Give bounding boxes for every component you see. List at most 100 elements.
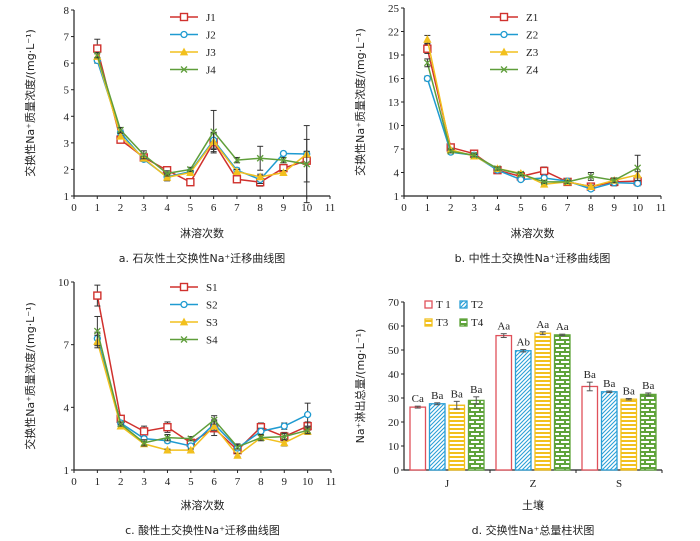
- marker: [186, 168, 195, 177]
- legend-label: J3: [206, 47, 216, 59]
- x-axis-label: 淋溶次数: [180, 226, 224, 240]
- series-line: [96, 330, 308, 448]
- marker: [163, 434, 171, 442]
- marker: [499, 47, 509, 56]
- marker: [279, 156, 287, 164]
- x-tick-label: 9: [612, 202, 618, 214]
- marker: [210, 416, 218, 424]
- x-tick-label: 8: [588, 202, 594, 214]
- marker: [117, 126, 125, 134]
- marker: [116, 131, 125, 140]
- x-tick-label: 3: [141, 476, 147, 488]
- legend-item-J4: J4: [170, 65, 216, 77]
- x-tick-label: 2: [448, 202, 454, 214]
- marker: [304, 426, 312, 434]
- x-tick-label: 2: [118, 476, 124, 488]
- marker: [179, 317, 189, 326]
- marker: [186, 165, 194, 173]
- marker: [163, 169, 171, 177]
- x-tick-label: 4: [495, 202, 501, 214]
- x-tick-label: 9: [282, 476, 288, 488]
- marker: [187, 435, 195, 443]
- marker: [280, 438, 289, 447]
- legend-label: S3: [206, 317, 218, 329]
- marker: [256, 172, 265, 181]
- marker: [163, 445, 172, 454]
- x-tick-label: 11: [325, 202, 336, 214]
- series-Z2: [423, 74, 642, 193]
- legend-item-T4: T4: [459, 317, 484, 329]
- marker: [93, 291, 102, 300]
- error-bar: [606, 390, 613, 393]
- legend-label: S1: [206, 282, 218, 294]
- error-bar: [520, 349, 527, 353]
- bar-T4-Z: [553, 334, 571, 471]
- marker: [256, 154, 264, 162]
- marker: [180, 300, 188, 309]
- x-tick-label: 1: [95, 476, 101, 488]
- marker: [280, 422, 288, 430]
- legend-label: J1: [206, 12, 216, 24]
- significance-label: Ba: [603, 378, 615, 390]
- legend-swatch: [424, 318, 433, 327]
- error-bar: [625, 397, 632, 401]
- marker: [633, 179, 642, 188]
- y-tick-label: 7: [64, 340, 70, 352]
- series-line: [96, 295, 308, 452]
- significance-label: Ba: [431, 390, 443, 402]
- marker: [140, 439, 148, 447]
- marker: [280, 433, 288, 441]
- y-tick-label: 1: [394, 191, 400, 203]
- significance-label: Ba: [623, 385, 635, 397]
- y-axis-label: Na⁺淋出总量/(mg·L⁻¹): [353, 329, 367, 444]
- x-tick-label: 7: [235, 476, 241, 488]
- x-tick-label: 10: [301, 202, 313, 214]
- series-line: [96, 341, 308, 457]
- marker: [610, 176, 618, 184]
- chart-caption: a. 石灰性土交换性Na⁺迁移曲线图: [119, 251, 286, 265]
- marker: [232, 175, 242, 184]
- bar-T 1-J: [409, 406, 427, 471]
- marker: [423, 34, 432, 43]
- error-bar: [453, 400, 460, 410]
- marker: [470, 151, 478, 159]
- y-tick-label: 4: [64, 111, 70, 123]
- legend-label: Z2: [526, 30, 538, 42]
- x-tick-label: J: [445, 478, 450, 490]
- x-tick-label: 7: [234, 202, 240, 214]
- legend-item-J1: J1: [170, 12, 216, 24]
- x-tick-label: 1: [425, 202, 431, 214]
- error-bar: [559, 333, 566, 337]
- y-tick-label: 30: [388, 393, 400, 405]
- x-tick-label: 3: [471, 202, 477, 214]
- bar-T 1-S: [581, 385, 599, 471]
- marker: [179, 47, 189, 56]
- legend-item-S2: S2: [170, 300, 218, 312]
- series-Z4: [423, 58, 642, 186]
- series-J1: [93, 38, 311, 187]
- x-tick-label: 3: [141, 202, 147, 214]
- y-tick-label: 70: [388, 297, 400, 309]
- error-bar: [500, 333, 507, 339]
- significance-label: Aa: [556, 321, 569, 333]
- x-tick-label: 5: [518, 202, 524, 214]
- marker: [232, 167, 242, 175]
- marker: [234, 443, 242, 451]
- series-J4: [93, 51, 311, 204]
- bar-T4-J: [467, 399, 485, 471]
- significance-label: Ba: [584, 369, 596, 381]
- marker: [93, 51, 101, 59]
- legend-item-T3: T3: [424, 317, 449, 329]
- x-tick-label: 10: [302, 476, 314, 488]
- error-bar: [586, 381, 593, 392]
- chart-a: 1 2 3 4 5 6 7 8 交换性Na⁺质量浓度/(mg·L⁻¹) 淋溶次数 a. 石灰性土交换…: [23, 5, 335, 265]
- y-axis-label: 交换性Na⁺质量浓度/(mg·L⁻¹): [23, 29, 37, 177]
- x-tick-label: 11: [656, 202, 667, 214]
- y-tick-label: 1: [64, 191, 70, 203]
- x-tick-label: 9: [281, 202, 287, 214]
- legend-swatch: [424, 300, 433, 309]
- y-tick-label: 0: [394, 465, 400, 477]
- marker: [93, 327, 101, 335]
- x-tick-label: 4: [164, 202, 170, 214]
